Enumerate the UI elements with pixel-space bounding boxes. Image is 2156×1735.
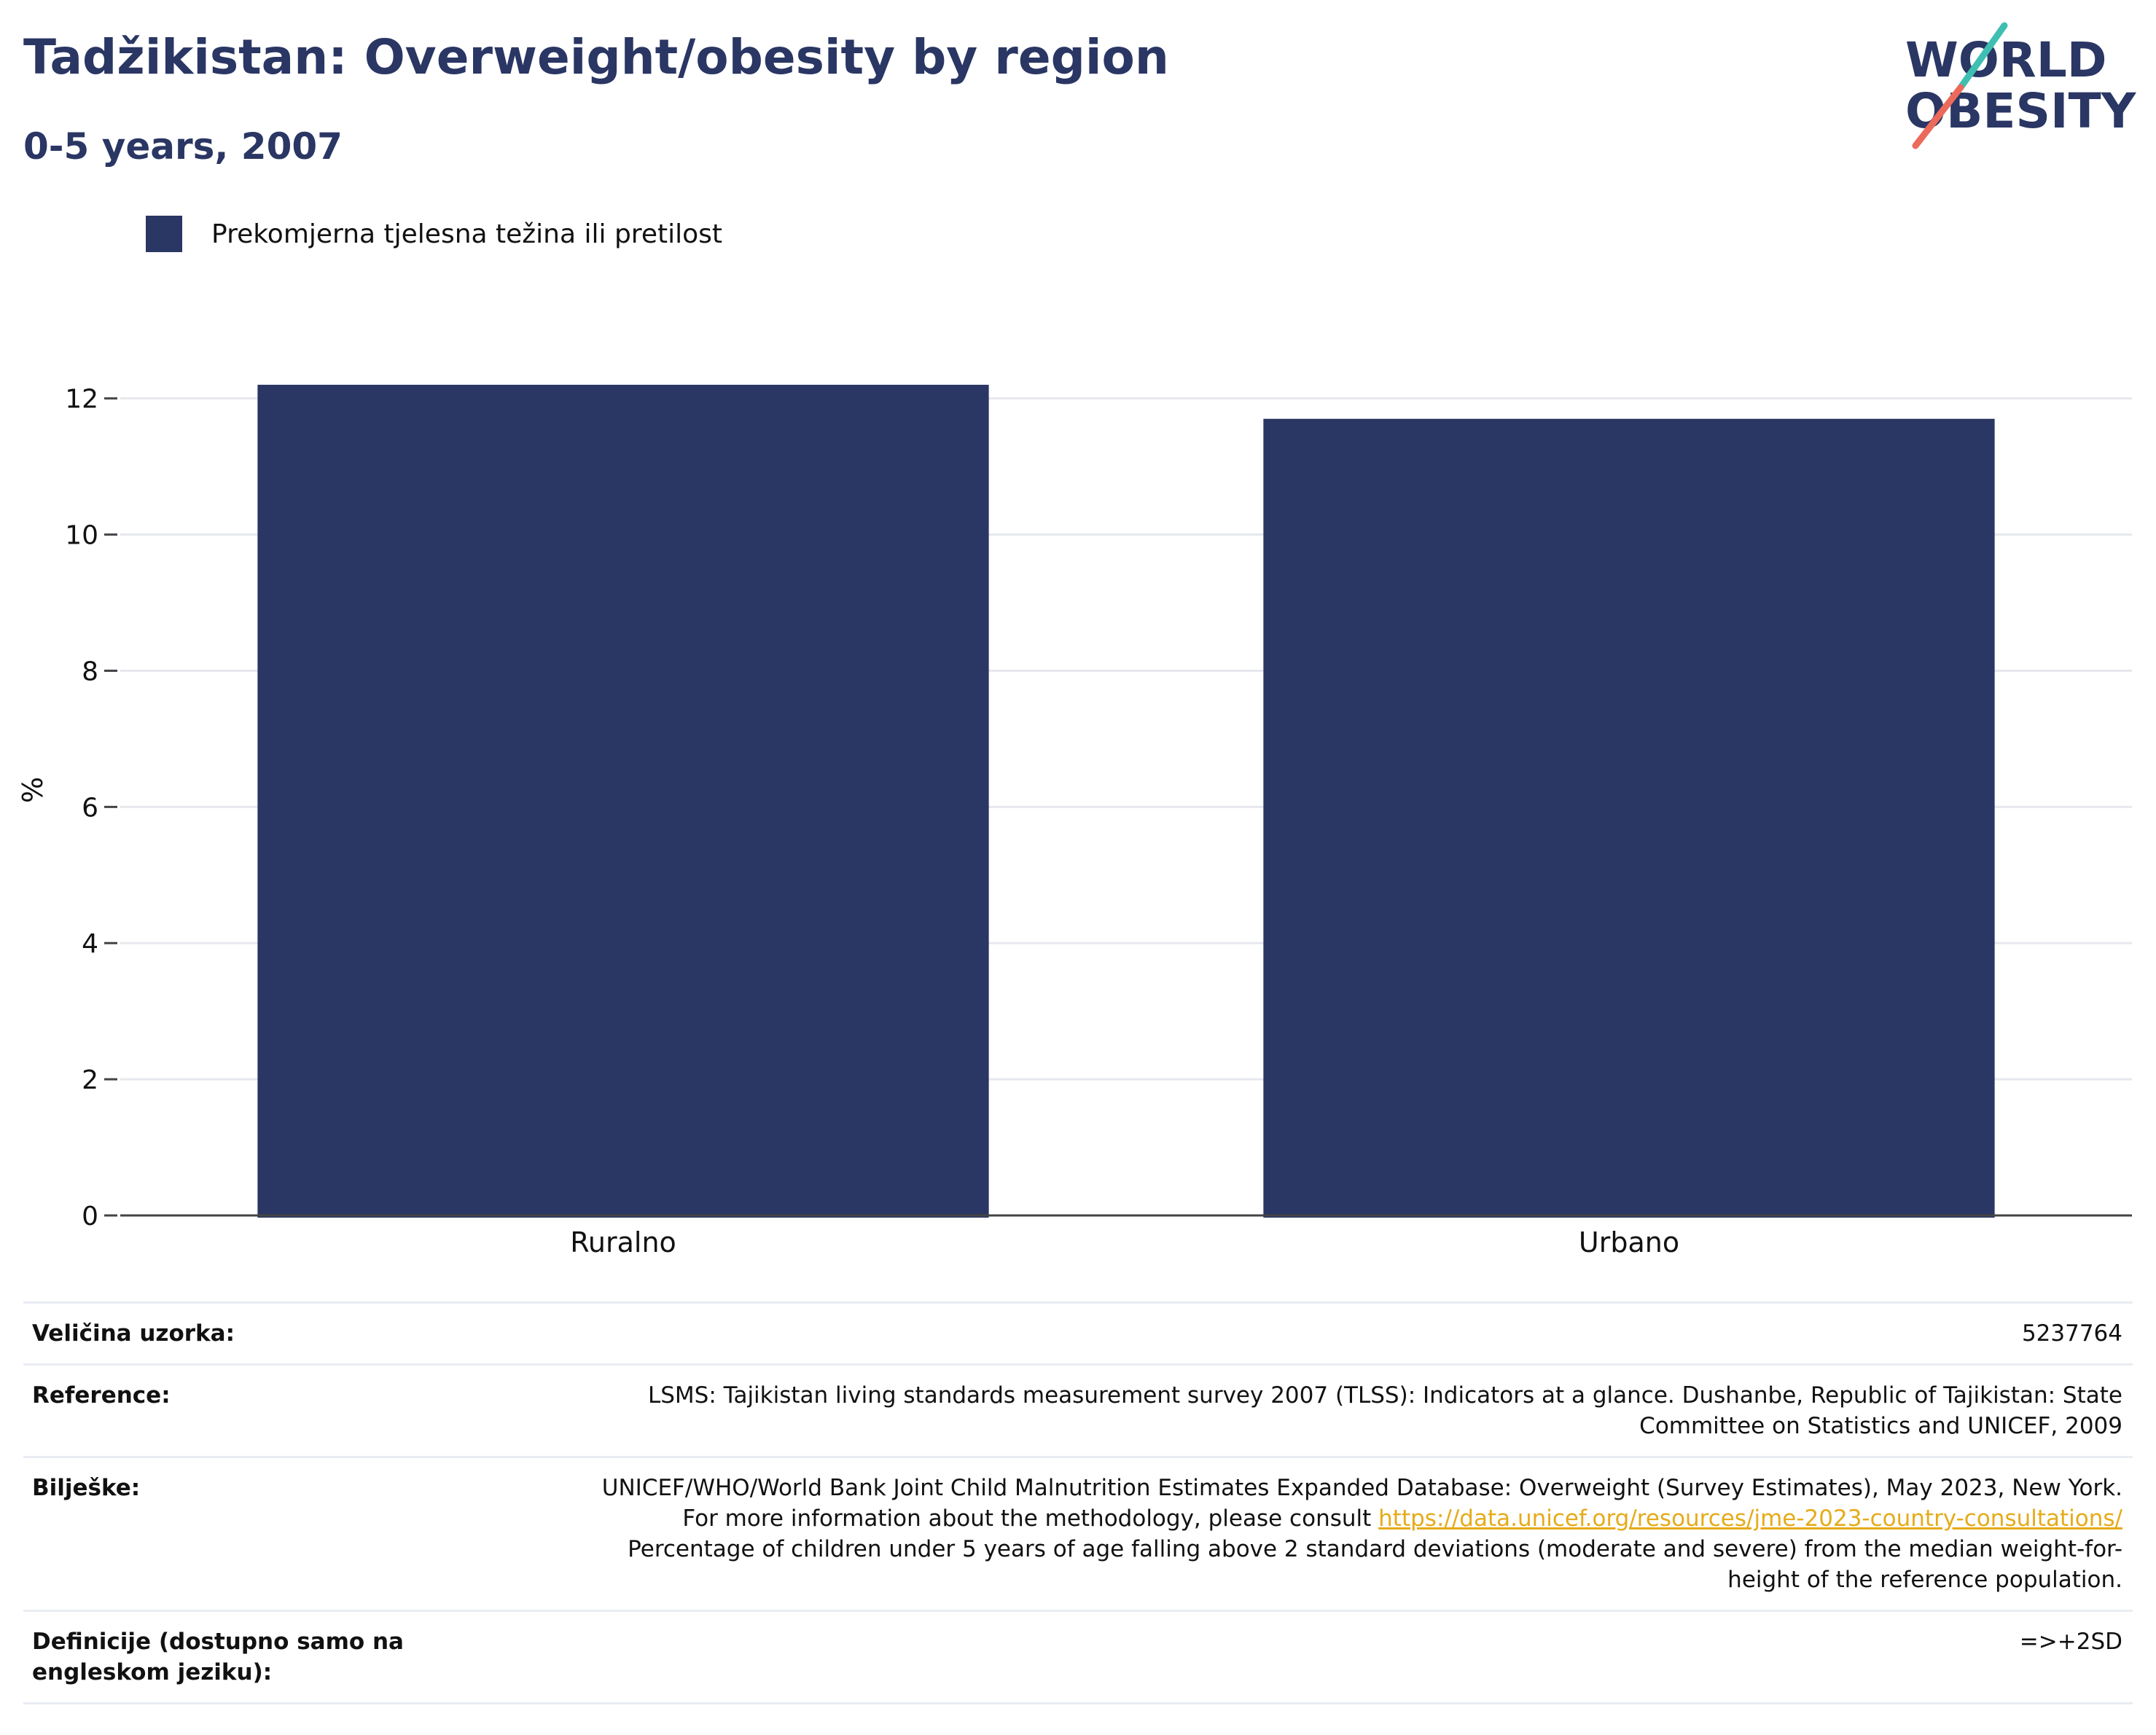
y-tick-label: 10: [65, 521, 98, 551]
notes-label: Bilješke:: [23, 1456, 551, 1612]
y-tick-label: 8: [82, 657, 98, 686]
notes-text-before: UNICEF/WHO/World Bank Joint Child Malnut…: [601, 1475, 2122, 1532]
references-value: LSMS: Tajikistan living standards measur…: [551, 1363, 2133, 1458]
x-axis-ticks: Ruralno Urbano: [570, 1226, 1679, 1258]
chart-subtitle: 0-5 years, 2007: [23, 125, 343, 168]
legend-label: Prekomjerna tjelesna težina ili pretilos…: [211, 219, 722, 249]
y-tick-label: 0: [82, 1202, 98, 1231]
legend-swatch: [146, 216, 182, 252]
definitions-row: Definicije (dostupno samo na engleskom j…: [23, 1610, 2133, 1704]
y-tick-label: 6: [82, 793, 98, 823]
x-tick-label: Ruralno: [570, 1226, 676, 1258]
logo-slash-coral: [1912, 84, 1964, 149]
logo-line1: WORLD: [1905, 32, 2107, 88]
y-axis-ticks: 0 2 4 6 8 10 12: [65, 385, 117, 1231]
references-label: Reference:: [23, 1363, 551, 1458]
y-tick-label: 4: [82, 929, 98, 959]
x-tick-label: Urbano: [1579, 1226, 1679, 1258]
bars: [257, 385, 1995, 1218]
definitions-label: Definicije (dostupno samo na engleskom j…: [23, 1610, 551, 1704]
world-obesity-logo: WORLD OBESITY: [1905, 22, 2137, 149]
notes-value: UNICEF/WHO/World Bank Joint Child Malnut…: [551, 1456, 2133, 1612]
notes-row: Bilješke: UNICEF/WHO/World Bank Joint Ch…: [23, 1456, 2133, 1612]
references-row: Reference: LSMS: Tajikistan living stand…: [23, 1363, 2133, 1458]
notes-text-after: Percentage of children under 5 years of …: [628, 1536, 2122, 1593]
y-tick-label: 2: [82, 1065, 98, 1095]
legend: Prekomjerna tjelesna težina ili pretilos…: [146, 216, 722, 252]
info-table: Veličina uzorka: 5237764 Reference: LSMS…: [23, 1301, 2133, 1704]
chart-title: Tadžikistan: Overweight/obesity by regio…: [23, 29, 1169, 85]
definitions-value: =>+2SD: [551, 1610, 2133, 1704]
bar-chart: 0 2 4 6 8 10 12 Ruralno Urbano %: [17, 385, 2132, 1258]
sample-size-row: Veličina uzorka: 5237764: [23, 1301, 2133, 1366]
y-tick-label: 12: [65, 385, 98, 415]
y-axis-label: %: [17, 777, 49, 803]
logo-slash-teal: [1957, 22, 2008, 91]
bar-urbano: [1263, 418, 1995, 1218]
methodology-link[interactable]: https://data.unicef.org/resources/jme-20…: [1378, 1505, 2122, 1532]
sample-size-value: 5237764: [551, 1301, 2133, 1366]
bar-ruralno: [257, 385, 989, 1218]
sample-size-label: Veličina uzorka:: [23, 1301, 551, 1366]
